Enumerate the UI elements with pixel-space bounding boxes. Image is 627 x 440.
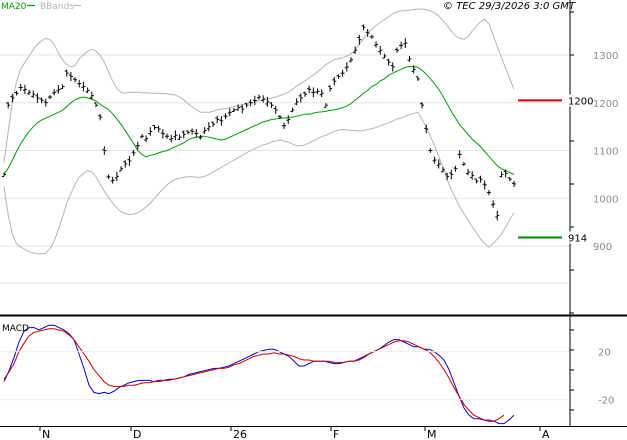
x-tick-label: N	[42, 428, 50, 440]
x-tick-label: D	[133, 428, 141, 440]
x-tick-label: A	[542, 428, 550, 440]
price-tick-label: 1300	[593, 51, 618, 62]
price-tick-label: 1200	[593, 99, 618, 110]
bband-upper-line	[3, 8, 515, 163]
x-axis: N D 26 F M A	[42, 428, 550, 440]
level-label-1200: 1200	[568, 96, 593, 107]
legend: MA20 BBands	[1, 2, 81, 12]
level-label-914: 914	[568, 234, 587, 245]
copyright-label: © TEC 29/3/2026 3:0 GMT	[443, 1, 576, 12]
macd-tick-label: 20	[598, 348, 611, 359]
legend-bbands: BBands	[40, 2, 74, 12]
ma20-line	[3, 66, 515, 175]
bband-lower-line	[3, 111, 515, 255]
macd-panel-plot	[0, 324, 570, 425]
price-tick-label: 1000	[593, 194, 618, 205]
macd-panel-title: MACD	[2, 324, 29, 334]
macd-y-axis: 20 -20	[598, 348, 614, 407]
price-panel-plot	[2, 8, 562, 255]
x-tick-label: 26	[233, 428, 247, 440]
price-tick-label: 1100	[593, 147, 618, 158]
level-label-bg	[566, 231, 590, 244]
level-label-bg	[566, 94, 590, 107]
price-y-axis: 1300 1200 1100 1000 900 1200 914	[566, 51, 618, 253]
legend-ma20: MA20	[1, 2, 27, 12]
macd-signal-line	[3, 328, 505, 422]
x-tick-label: M	[427, 428, 437, 440]
price-tick-label: 900	[593, 242, 612, 253]
macd-tick-label: -20	[598, 396, 614, 407]
x-tick-label: F	[333, 428, 339, 440]
